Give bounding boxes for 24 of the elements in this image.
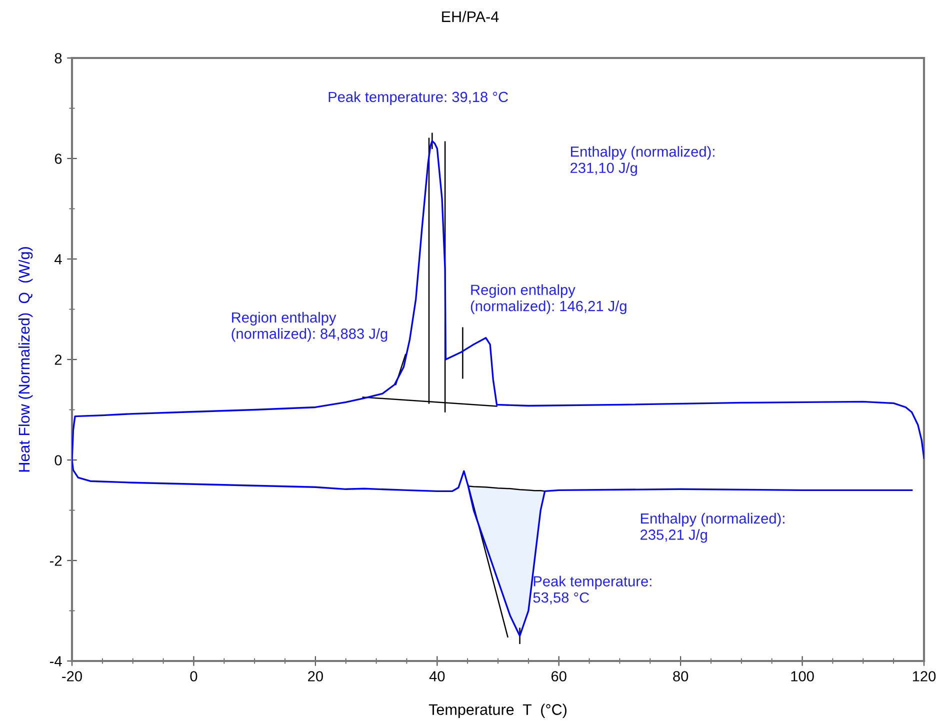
y-tick-label: 2 — [54, 354, 62, 365]
x-tick-label: 120 — [912, 671, 936, 682]
annotation: Region enthalpy (normalized): 146,21 J/g — [470, 284, 626, 314]
y-tick-label: 4 — [54, 254, 62, 264]
annotation: Peak temperature: 39,18 °C — [328, 91, 508, 105]
y-tick-label: -4 — [50, 656, 62, 666]
x-tick-label: 100 — [791, 671, 814, 682]
x-tick-label: -20 — [62, 671, 82, 682]
y-tick-label: -2 — [50, 556, 62, 566]
x-tick-label: 80 — [673, 671, 688, 682]
x-tick-label: 0 — [190, 671, 198, 682]
y-axis-title: Heat Flow (Normalized) Q (W/g) — [18, 247, 33, 472]
x-tick-label: 60 — [551, 671, 566, 682]
chart-title: EH/PA-4 — [442, 10, 499, 22]
y-tick-label: 0 — [54, 455, 62, 466]
annotation: Enthalpy (normalized): 235,21 J/g — [640, 512, 784, 543]
annotation: Peak temperature: 53,58 °C — [533, 576, 652, 604]
y-tick-label: 6 — [54, 154, 62, 164]
x-tick-label: 20 — [308, 671, 323, 682]
x-axis-title: Temperature T (°C) — [428, 704, 566, 718]
y-tick-label: 8 — [54, 53, 62, 64]
annotation: Enthalpy (normalized): 231,10 J/g — [570, 146, 714, 176]
x-tick-label: 40 — [429, 671, 445, 682]
annotation: Region enthalpy (normalized): 84,883 J/g — [232, 312, 388, 342]
